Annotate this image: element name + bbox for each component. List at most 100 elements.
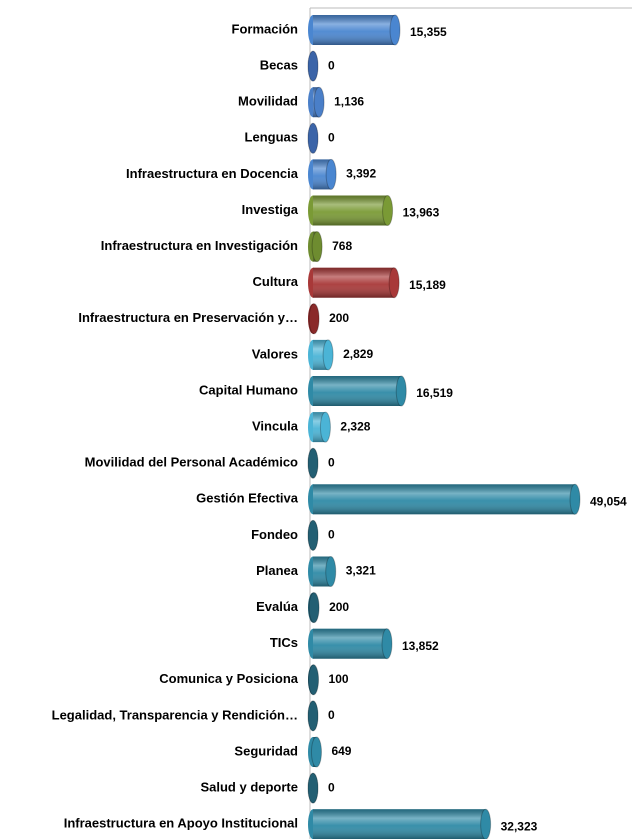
bar: [308, 86, 325, 118]
bar-cap: [322, 339, 334, 371]
bar-cap: [325, 158, 337, 190]
bar-cap: [569, 483, 581, 515]
bar-cap: [307, 772, 319, 804]
bar-shine: [313, 267, 395, 298]
value-label: 0: [328, 455, 335, 469]
bar-cap: [311, 231, 323, 263]
value-label: 49,054: [590, 494, 627, 508]
bar: [308, 303, 320, 335]
bar-cap: [319, 411, 331, 443]
value-label: 3,321: [346, 564, 376, 578]
bar-shine: [313, 628, 387, 659]
bar-cap: [325, 556, 337, 587]
value-label: 0: [328, 708, 335, 722]
category-label: Infraestructura en Investigación: [101, 238, 298, 253]
category-label: Planea: [256, 563, 299, 578]
bar-cap: [389, 14, 401, 46]
bar-cap: [382, 195, 394, 226]
category-label: Infraestructura en Docencia: [126, 166, 299, 181]
bar: [307, 50, 319, 82]
value-label: 15,189: [409, 278, 446, 292]
bar: [308, 628, 393, 660]
bar-cap: [308, 303, 320, 335]
value-label: 32,323: [501, 819, 538, 833]
value-label: 0: [328, 58, 335, 72]
category-label: Movilidad del Personal Académico: [85, 455, 298, 470]
value-label: 0: [328, 130, 335, 144]
bar: [308, 736, 322, 768]
value-label: 3,392: [346, 167, 376, 181]
category-label: Fondeo: [251, 527, 298, 542]
value-label: 0: [328, 780, 335, 794]
category-label: Lenguas: [245, 130, 298, 145]
bar: [308, 195, 394, 226]
value-label: 15,355: [410, 25, 447, 39]
bar: [307, 772, 319, 804]
bar-shine: [313, 376, 402, 406]
bar: [308, 592, 320, 624]
value-label: 200: [329, 600, 349, 614]
bar-shine: [313, 195, 388, 226]
category-label: Evalúa: [256, 599, 299, 614]
bar-cap: [313, 86, 325, 118]
category-label: Legalidad, Transparencia y Rendición…: [52, 707, 298, 722]
bar: [307, 447, 319, 479]
category-label: Formación: [232, 21, 299, 36]
category-label: Valores: [252, 346, 298, 361]
bar: [308, 158, 337, 190]
bar: [308, 411, 331, 443]
value-label: 2,829: [343, 347, 373, 361]
value-label: 2,328: [340, 419, 370, 433]
category-label: Movilidad: [238, 94, 298, 109]
category-label: Becas: [260, 58, 298, 73]
bar-cap: [308, 664, 320, 696]
value-label: 649: [331, 744, 351, 758]
bar: [307, 519, 319, 551]
category-label: Gestión Efectiva: [196, 491, 299, 506]
bar-shine: [313, 484, 575, 515]
bar: [308, 556, 337, 587]
category-label: Infraestructura en Preservación y…: [78, 310, 298, 325]
bar-cap: [395, 375, 407, 407]
bar-cap: [381, 628, 393, 660]
bar: [308, 231, 323, 263]
bar-cap: [307, 700, 319, 732]
category-label: TICs: [270, 635, 298, 650]
category-label: Vincula: [252, 419, 299, 434]
value-label: 768: [332, 239, 352, 253]
value-label: 1,136: [334, 94, 364, 108]
category-label: Salud y deporte: [200, 780, 298, 795]
bar: [308, 664, 320, 696]
bar-cap: [307, 50, 319, 82]
bar: [308, 375, 407, 407]
category-label: Investiga: [242, 202, 299, 217]
bar-cap: [308, 592, 320, 624]
value-label: 13,852: [402, 639, 439, 653]
bar-cap: [307, 519, 319, 551]
bar-shine: [313, 15, 396, 45]
value-label: 16,519: [416, 386, 453, 400]
category-label: Infraestructura en Apoyo Institucional: [64, 816, 298, 831]
value-label: 13,963: [403, 206, 440, 220]
bar-cap: [480, 808, 492, 839]
bar-shine: [313, 556, 331, 587]
category-label: Cultura: [253, 274, 299, 289]
bar: [308, 267, 400, 299]
category-label: Comunica y Posiciona: [159, 671, 298, 686]
bar: [308, 339, 334, 371]
bar: [308, 483, 581, 515]
bar-cap: [310, 736, 322, 768]
bar: [308, 14, 401, 46]
bar-cap: [307, 122, 319, 154]
value-label: 100: [329, 672, 349, 686]
category-label: Capital Humano: [199, 382, 298, 397]
bar: [307, 122, 319, 154]
bar-cap: [388, 267, 400, 299]
bar-shine: [313, 809, 486, 839]
bar: [307, 700, 319, 732]
value-label: 0: [328, 528, 335, 542]
bar: [308, 808, 492, 839]
bar-shine: [313, 159, 332, 190]
